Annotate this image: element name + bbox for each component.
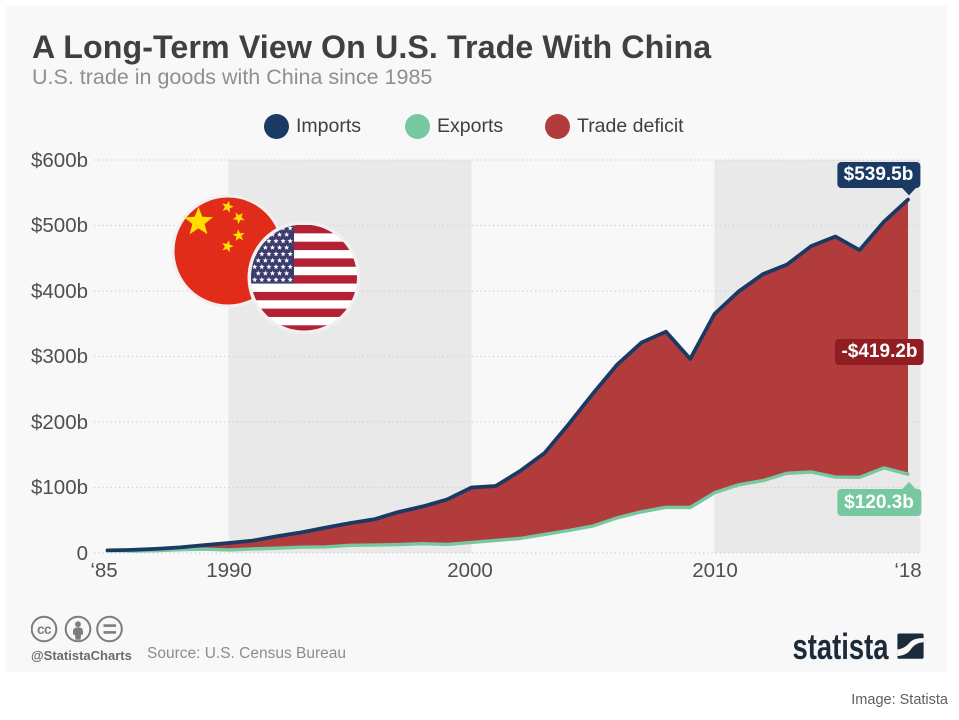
svg-text:statista: statista xyxy=(793,629,890,667)
svg-text:cc: cc xyxy=(37,622,52,637)
